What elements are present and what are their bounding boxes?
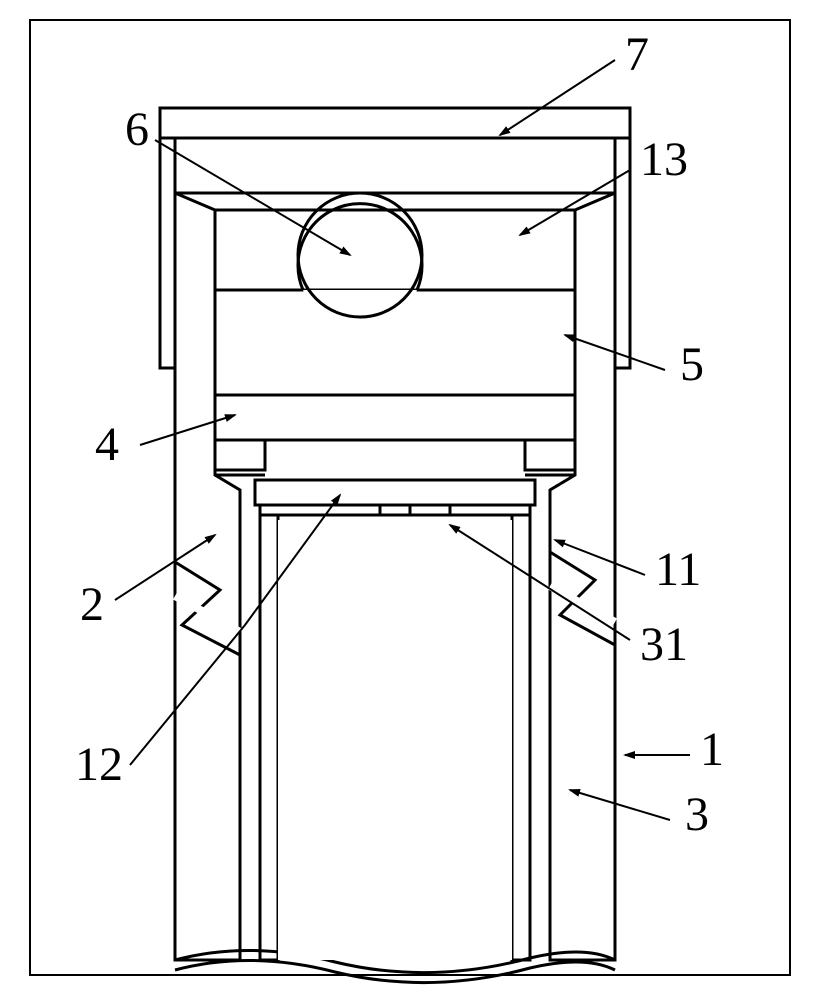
callout-6: 6 — [125, 103, 149, 156]
callout-4: 4 — [95, 418, 119, 471]
callout-3: 3 — [685, 788, 709, 841]
callout-12: 12 — [75, 738, 123, 791]
callout-31: 31 — [640, 618, 688, 671]
callout-2: 2 — [80, 578, 104, 631]
callout-13: 13 — [640, 133, 688, 186]
callout-5: 5 — [680, 338, 704, 391]
callout-11: 11 — [655, 543, 701, 596]
callout-1: 1 — [700, 723, 724, 776]
callout-7: 7 — [625, 28, 649, 81]
